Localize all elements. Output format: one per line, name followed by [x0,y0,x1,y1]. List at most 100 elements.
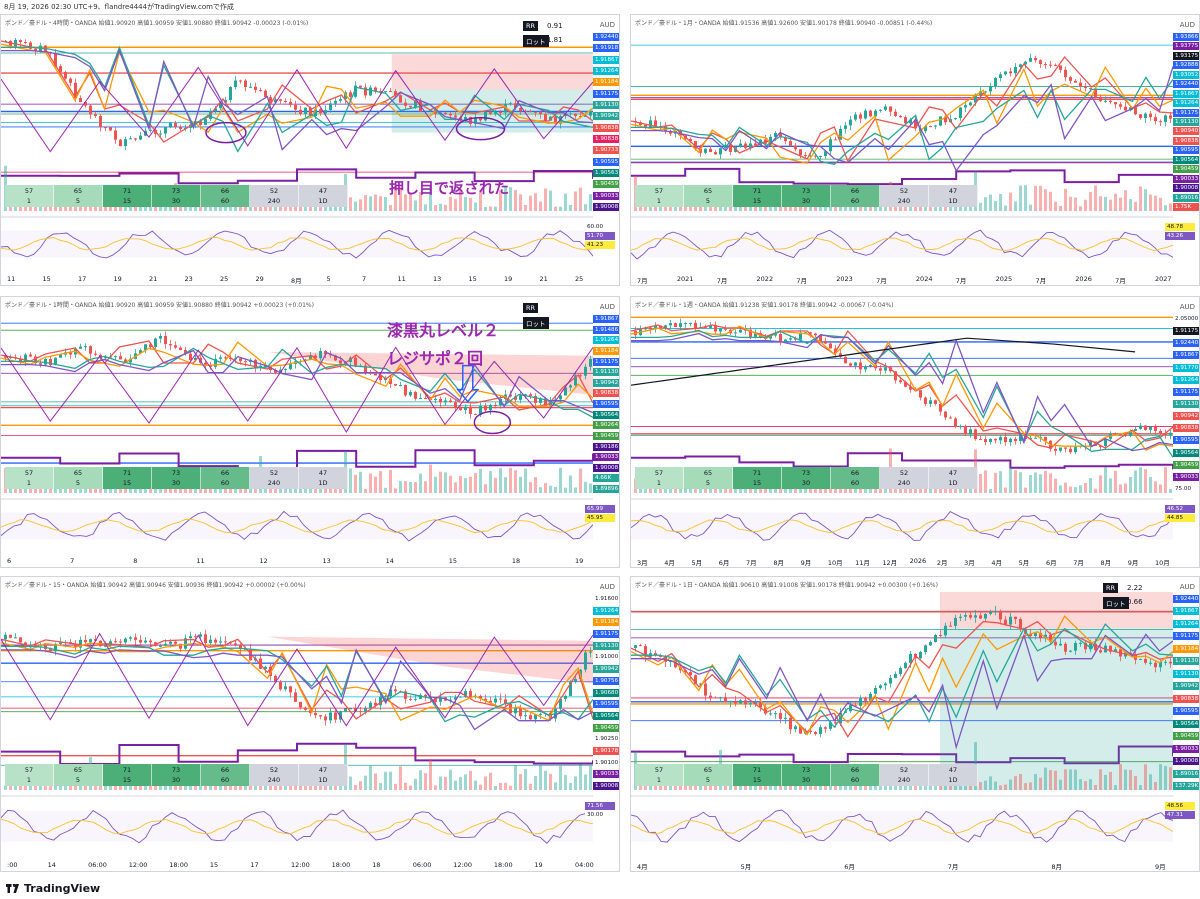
candle-body [949,417,952,419]
volume-bar [584,481,587,493]
time-axis[interactable]: 11 15 17 19 21 23 25 29 8月 5 7 11 13 15 19 21 25 [1,273,593,285]
rsi-value-label: 48.78 [1165,223,1195,231]
chart-pane-p3[interactable]: ポンド／豪ドル・1時間・OANDA 始値1.90920 高値1.90959 安値… [0,296,620,568]
candle-body [99,115,102,128]
candle-body [54,53,57,67]
timeframe-period: 1 [26,776,32,784]
rsi-line [631,229,1173,260]
candle-body [1169,432,1172,436]
timeframe-period: 1D [318,197,328,205]
volume-bar [1029,204,1032,211]
candle-body [804,155,807,157]
time-axis-label: 5月 [1018,559,1030,567]
time-axis[interactable]: 4月 5月 6月 7月 8月 9月 [631,859,1173,871]
time-axis[interactable]: 3月 4月 5月 6月 7月 8月 9月 10月 11月 12月 2026 2月 3月 4月 5月 6月 7月 8… [631,555,1173,567]
volume-bar [479,784,482,790]
stop-loss-zone [939,591,1173,629]
volume-bar [519,194,522,211]
candle-body [334,355,337,361]
candle-body [844,125,847,129]
volume-bar [454,482,457,493]
volume-bar [1144,764,1147,790]
moving-average-line [631,620,1173,738]
price-chart[interactable] [1,15,593,275]
rsi-band [1,811,593,842]
volume-bar [374,194,377,211]
candle-body [179,127,182,130]
price-label: 1.91770 [1173,363,1199,372]
price-chart[interactable] [1,297,593,557]
stepped-level-line[interactable] [631,167,1173,186]
price-axis[interactable]: 1.93866 1.93775 1.93175 1.92888 1.93052 1.924… [1173,15,1199,275]
volume-bar [799,785,802,790]
chart-pane-p2[interactable]: ポンド／豪ドル・1月・OANDA 始値1.91536 高値1.92600 安値1… [630,14,1200,286]
timeframe-score: 73 [801,469,811,477]
volume-bar [404,481,407,493]
volume-bar [934,205,937,211]
price-axis[interactable]: 1.91867 1.91486 1.91264 1.91184 1.91175 1.911… [593,297,619,557]
candle-body [324,351,327,355]
time-axis[interactable]: 6 7 8 11 12 13 14 15 18 19 [1,555,593,567]
time-axis-label: 7月 [1115,277,1126,285]
volume-bar [824,485,827,493]
stepped-level-line[interactable] [1,168,593,185]
time-axis-label: 7月 [637,277,648,285]
volume-bar [1054,478,1057,493]
volume-bar [679,205,682,211]
price-chart[interactable] [631,297,1173,557]
stepped-level-line[interactable] [631,452,1173,470]
price-axis[interactable]: 1.92440 1.91918 1.91867 1.91264 1.91184 1.911… [593,15,619,275]
volume-bar [1104,467,1107,493]
candle-body [134,637,137,640]
volume-bar [489,471,492,493]
chart-title: ポンド／豪ドル・15・OANDA 始値1.90942 高値1.90946 安値1… [5,582,306,589]
candle-body [409,698,412,700]
timeframe-period: 1 [656,479,662,487]
candle-body [69,78,72,83]
candle-body [369,87,372,96]
volume-bar [339,205,342,211]
time-axis[interactable]: 7月 2021 7月 2022 7月 2023 7月 2024 7月 2025 7月 2026 7月 20… [631,273,1173,285]
volume-bar [509,187,512,211]
volume-bar [404,782,407,790]
time-axis[interactable]: :00 14 06:00 12:00 18:00 15 17 12:00 18:00 18 06:0… [1,859,594,871]
candle-body [949,625,952,627]
candle-body [1144,113,1147,119]
stepped-level-line[interactable] [1,742,593,765]
timeframe-cell: 73 30 [782,185,831,207]
chart-pane-p5[interactable]: ポンド／豪ドル・15・OANDA 始値1.90942 高値1.90946 安値1… [0,576,620,872]
candle-body [1164,115,1167,122]
candle-body [134,138,137,140]
volume-bar [379,783,382,790]
volume-bar [1154,481,1157,493]
volume-bar [239,485,242,493]
price-chart[interactable] [1,577,593,861]
candle-body [774,132,777,137]
rsi-line [631,809,1173,843]
candle-body [1074,642,1077,651]
chart-pane-p4[interactable]: ポンド／豪ドル・1週・OANDA 始値1.91238 安値1.90178 終値1… [630,296,1200,568]
volume-bar [1149,194,1152,211]
volume-bar [1169,767,1172,790]
candle-body [219,357,222,359]
price-chart[interactable] [631,577,1173,861]
price-chart[interactable] [631,15,1173,275]
candle-body [979,439,982,441]
candle-body [304,707,307,710]
stepped-level-line[interactable] [631,745,1173,765]
candle-body [944,411,947,418]
price-label: 1.90564 [1173,155,1199,164]
candle-body [769,713,772,715]
price-label: 1.90178 [593,746,619,755]
volume-bar [1084,482,1087,493]
stepped-level-line[interactable] [1,449,593,471]
candle-body [14,637,17,639]
candle-body [794,726,797,730]
chart-pane-p6[interactable]: ポンド／豪ドル・1日・OANDA 始値1.90610 高値1.91008 安値1… [630,576,1200,872]
timeframe-score: 57 [24,469,34,477]
candle-body [534,714,537,720]
chart-pane-p1[interactable]: ポンド／豪ドル・4時間・OANDA 始値1.90920 高値1.90959 安値… [0,14,620,286]
price-axis[interactable]: 2.05000 1.91175 1.92440 1.91867 1.91770 1.912… [1173,297,1199,557]
candle-body [354,85,357,97]
time-axis-label: 12:00 [291,861,310,869]
